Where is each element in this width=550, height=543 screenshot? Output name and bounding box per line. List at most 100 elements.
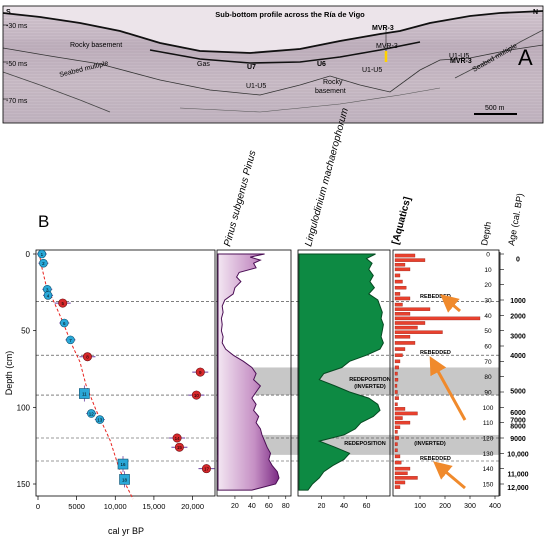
scale-bar-label: 500 m [485, 105, 505, 112]
depth-scale-label: 150 [483, 482, 494, 489]
annotation-redeposition-inverted-2: (INVERTED) [354, 384, 386, 390]
redeposition-band-1 [217, 367, 499, 396]
lingulodinium-xticks: 20 40 60 [318, 496, 370, 510]
label-u6: U6 [317, 61, 326, 68]
calibrated-date-marker [39, 258, 48, 268]
date-label-16: 16 [120, 462, 126, 467]
aquatics-bar [394, 476, 418, 480]
aquatics-bar [394, 279, 403, 284]
annotation-redeposition: REDEPOSITION [344, 441, 386, 447]
aquatics-bar [394, 359, 401, 364]
label-u1u5-c: U1-U5 [449, 53, 469, 60]
aquatics-bar [394, 258, 426, 262]
age-depth-ytick-label: 50 [21, 327, 30, 336]
aquatics-bar [394, 460, 402, 465]
age-depth-xtick-label: 5000 [68, 502, 85, 511]
aquatics-xticks: 100 200 300 400 [414, 496, 501, 510]
depth-scale-label: 140 [483, 466, 494, 473]
depth-scale: Depth 0 10 20 30 40 50 60 70 80 90 100 110 120 130 140… [479, 221, 504, 496]
corner-right-label: N [533, 9, 538, 16]
aquatics-frame [392, 249, 500, 497]
aquatics-bar [394, 312, 411, 316]
aquatics-bar [394, 321, 426, 325]
depth-scale-label: 50 [484, 328, 492, 335]
age-depth-xlabel: cal yr BP [108, 526, 144, 536]
annotation-inverted: (INVERTED) [414, 441, 446, 447]
seabed-multiple-left [2, 71, 111, 113]
multiple-deep [179, 87, 441, 113]
age-scale-label: 8000 [510, 424, 526, 431]
lingulodinium-curve [298, 253, 384, 491]
aquatics-bar [394, 330, 443, 334]
aquatics-bar [394, 480, 406, 485]
annotation-rebedded-1: REBEDDED [420, 294, 451, 300]
date-label-18: 18 [122, 477, 128, 482]
date-label-6: 6 [63, 321, 66, 326]
aquatics-bar [394, 325, 418, 330]
aquatics-bar [394, 285, 407, 290]
label-rocky-basement-left: Rocky basement [70, 42, 122, 49]
arrow-rebedded-2 [429, 356, 467, 421]
label-rocky-basement-mid-2: basement [315, 88, 346, 95]
pinus-frame [216, 249, 292, 497]
aquatics-bar [394, 316, 481, 321]
aquatics-bar [394, 420, 411, 425]
label-mvr3-right: MVR-3 [450, 58, 472, 65]
age-scale-label: 0 [516, 257, 520, 264]
lingulodinium-xtick-label: 20 [318, 503, 326, 510]
aquatics-xtick-label: 100 [414, 503, 426, 510]
aquatics-bar [394, 292, 401, 296]
date-label-11: 11 [82, 392, 87, 397]
depth-scale-label: 100 [483, 405, 494, 412]
date-label-17: 17 [204, 467, 210, 472]
aquatics-bar [394, 471, 408, 476]
aquatics-bar [394, 436, 399, 440]
rejected-date-marker [82, 352, 92, 362]
rejected-date-marker [201, 464, 211, 474]
aquatics-bar [394, 335, 411, 339]
aquatics-bar [394, 411, 418, 416]
age-depth-ytick-label: 100 [17, 403, 31, 412]
annotation-rebedded-3: REBEDDED [420, 456, 451, 462]
age-depth-xticks: 0 5000 10,000 15,000 20,000 [36, 496, 204, 511]
date-label-8: 8 [86, 355, 89, 360]
depth-scale-label: 80 [484, 374, 492, 381]
rejected-date-marker [191, 390, 201, 400]
rejected-date-marker [172, 433, 182, 443]
age-depth-xtick-label: 15,000 [142, 502, 165, 511]
annotation-rebedded-2: REBEDDED [420, 350, 451, 356]
depth-scale-label: 30 [484, 298, 492, 305]
calibrated-date-marker [59, 318, 69, 328]
age-scale-label: 3000 [510, 333, 526, 340]
aquatics-chart [394, 253, 481, 489]
arrow-rebedded-3 [433, 461, 466, 490]
square-date-marker [79, 388, 90, 399]
calibrated-date-marker [37, 249, 47, 259]
aquatics-bar [394, 365, 399, 370]
age-scale-label: 5000 [510, 388, 526, 395]
date-label-5: 5 [61, 301, 64, 306]
square-date-marker [119, 474, 130, 485]
aquatics-title: [Aquatics] [390, 196, 413, 246]
seismic-vertical-texture [3, 40, 543, 123]
depth-tick-30: -30 ms [6, 23, 28, 30]
rejected-date-marker [195, 367, 205, 377]
pinus-xtick-label: 80 [282, 503, 290, 510]
depth-scale-label: 90 [484, 390, 492, 397]
calibrated-date-marker [43, 291, 53, 300]
panel-a-title: Sub-bottom profile across the Ría de Vig… [215, 10, 365, 19]
rejected-date-marker [58, 298, 68, 308]
aquatics-bar [394, 454, 401, 459]
label-gas: Gas [197, 61, 210, 68]
pinus-title: Pinus subgenus Pinus [222, 149, 258, 247]
date-label-1: 1 [41, 252, 44, 257]
age-depth-xtick-label: 20,000 [181, 502, 204, 511]
calibrated-date-marker [66, 335, 75, 345]
date-label-10: 10 [194, 393, 200, 398]
aquatics-bar [394, 253, 416, 258]
age-depth-plot: Depth (cm) cal yr BP 0 50 100 150 0 5000 10,0… [4, 249, 216, 536]
depth-tick-70: -70 ms [6, 98, 28, 105]
age-scale-label: 9000 [510, 436, 526, 443]
